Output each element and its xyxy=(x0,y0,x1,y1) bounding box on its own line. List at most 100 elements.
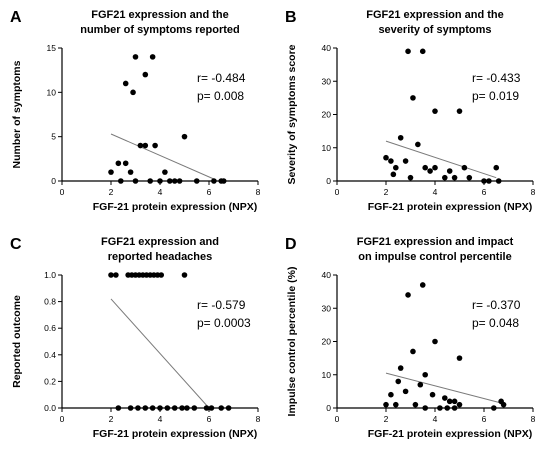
data-point xyxy=(147,178,153,184)
p-value: p= 0.0003 xyxy=(197,316,251,330)
y-tick-label: 30 xyxy=(322,76,332,86)
data-point xyxy=(108,272,114,278)
y-tick-label: 40 xyxy=(322,43,332,53)
regression-line xyxy=(110,298,210,409)
data-point xyxy=(157,405,163,411)
data-point xyxy=(218,405,225,411)
data-point xyxy=(132,178,139,184)
data-point xyxy=(495,178,502,184)
data-point xyxy=(417,381,424,388)
data-point xyxy=(115,160,122,167)
data-point xyxy=(481,178,487,184)
data-point xyxy=(419,48,426,55)
chart-svg-c: C FGF21 expression and reported headaches 0… xyxy=(10,236,261,440)
data-point xyxy=(171,178,178,184)
regression-line xyxy=(385,372,502,404)
data-point xyxy=(191,405,198,411)
data-point xyxy=(390,171,397,178)
data-point xyxy=(422,164,428,171)
data-point xyxy=(432,164,438,171)
chart-panel-c: C FGF21 expression and reported headaches 0… xyxy=(0,227,275,454)
chart-svg-d: D FGF21 expression and impact on impulse c… xyxy=(285,236,536,440)
y-axis-label: Reported outcome xyxy=(11,295,23,388)
x-tick-label: 8 xyxy=(256,414,261,424)
data-point xyxy=(142,71,149,78)
x-tick-label: 2 xyxy=(109,414,114,424)
data-point xyxy=(491,405,497,411)
y-tick-label: 5 xyxy=(51,132,56,142)
x-axis-label: FGF-21 protein expression (NPX) xyxy=(368,201,533,213)
y-tick-label: 0 xyxy=(326,403,331,413)
x-tick-label: 8 xyxy=(531,187,536,197)
data-point xyxy=(220,178,227,184)
x-tick-label: 2 xyxy=(384,414,389,424)
data-point xyxy=(193,178,200,184)
chart-title-line: FGF21 expression and the xyxy=(91,9,229,21)
data-point xyxy=(402,158,409,164)
chart-svg-b: B FGF21 expression and the severity of sym… xyxy=(285,9,536,213)
data-point xyxy=(493,164,500,171)
y-tick-label: 0.2 xyxy=(44,376,56,386)
chart-title-line: FGF21 expression and xyxy=(101,236,219,248)
data-point xyxy=(456,108,463,114)
data-point xyxy=(410,348,416,355)
data-point xyxy=(410,95,416,101)
data-point xyxy=(422,371,428,378)
data-point xyxy=(412,401,419,408)
data-point xyxy=(456,401,463,408)
data-point xyxy=(113,272,119,278)
data-point xyxy=(397,134,404,141)
x-tick-label: 0 xyxy=(60,187,65,197)
panel-letter: C xyxy=(10,236,22,253)
data-point xyxy=(203,405,210,411)
data-point xyxy=(162,169,168,175)
data-point xyxy=(184,405,190,411)
x-tick-label: 4 xyxy=(158,187,163,197)
data-point xyxy=(415,141,421,148)
data-point xyxy=(208,405,215,411)
chart-title-line: on impulse control percentile xyxy=(358,251,511,263)
data-point xyxy=(388,391,394,398)
x-tick-label: 0 xyxy=(335,414,340,424)
x-tick-label: 0 xyxy=(60,414,65,424)
data-point xyxy=(407,174,414,181)
correlation-r: r= -0.370 xyxy=(472,298,521,312)
data-point xyxy=(432,338,438,345)
data-point xyxy=(500,401,507,408)
data-point xyxy=(397,365,404,371)
data-point xyxy=(388,158,394,164)
correlation-r: r= -0.579 xyxy=(197,298,246,312)
data-point xyxy=(461,164,468,171)
x-tick-label: 6 xyxy=(482,187,487,197)
regression-line xyxy=(385,140,497,179)
correlation-r: r= -0.484 xyxy=(197,71,246,85)
data-point xyxy=(122,80,129,87)
panel-letter: D xyxy=(285,236,297,253)
data-point xyxy=(157,178,163,184)
p-value: p= 0.019 xyxy=(472,89,519,103)
data-point xyxy=(451,174,458,181)
x-tick-label: 6 xyxy=(482,414,487,424)
data-point xyxy=(167,178,173,184)
data-point xyxy=(158,272,165,278)
data-point xyxy=(137,142,144,149)
data-point xyxy=(115,405,122,411)
x-axis-label: FGF-21 protein expression (NPX) xyxy=(93,428,258,440)
data-point xyxy=(130,89,136,96)
x-tick-label: 4 xyxy=(433,187,438,197)
x-axis-label: FGF-21 protein expression (NPX) xyxy=(93,201,258,213)
chart-title-line: FGF21 expression and impact xyxy=(357,236,514,248)
chart-svg-a: A FGF21 expression and the number of sympt… xyxy=(10,9,261,213)
y-tick-label: 10 xyxy=(47,87,57,97)
data-point xyxy=(181,272,188,278)
data-point xyxy=(179,405,185,411)
data-point xyxy=(427,168,433,174)
data-point xyxy=(451,405,458,411)
data-point xyxy=(108,169,114,175)
data-point xyxy=(419,282,426,288)
y-tick-label: 20 xyxy=(322,110,332,120)
data-point xyxy=(118,178,124,184)
data-point xyxy=(132,54,139,60)
chart-panel-b: B FGF21 expression and the severity of sym… xyxy=(275,0,550,227)
data-point xyxy=(149,405,156,411)
